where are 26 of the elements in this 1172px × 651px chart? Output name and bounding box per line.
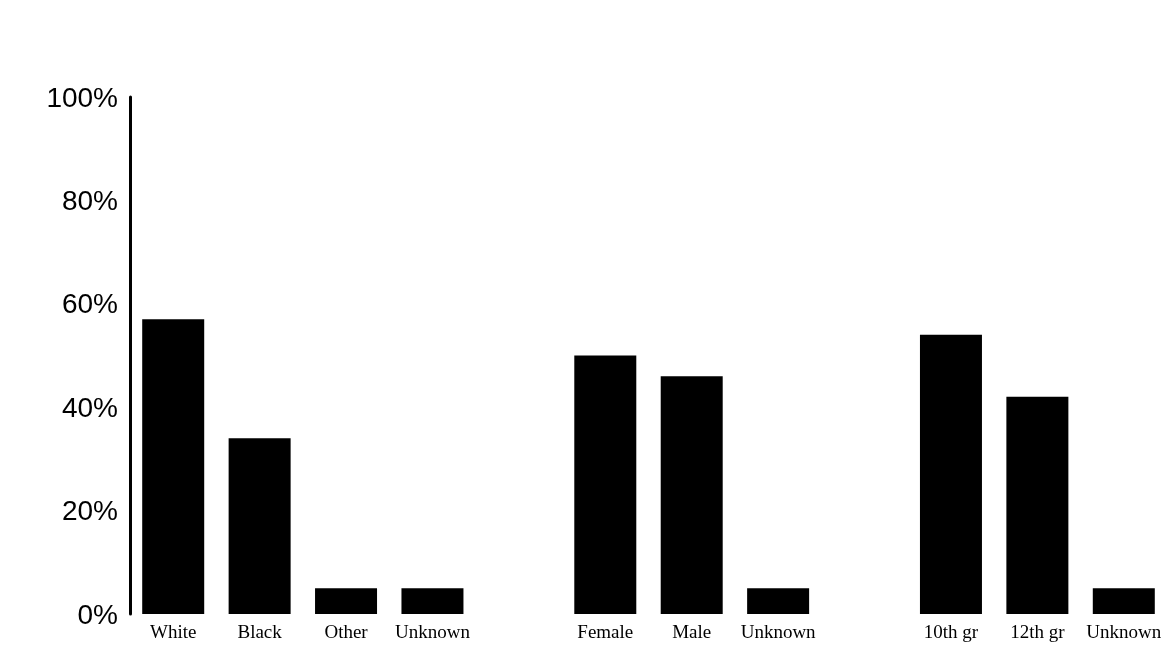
x-tick-label: White [149, 621, 197, 642]
x-tick-label: Unknown [740, 621, 817, 642]
y-tick-label: 40% [61, 391, 118, 423]
x-tick-label: Unknown [1086, 621, 1162, 642]
y-tick-label: 100% [46, 81, 118, 113]
x-tick-label: Other [324, 621, 369, 642]
y-tick-label: 60% [61, 288, 118, 320]
bar [660, 376, 723, 614]
bar [1092, 588, 1155, 614]
y-tick-label: 0% [77, 598, 118, 630]
x-tick-label: Unknown [394, 621, 471, 642]
x-tick-label: 10th gr [923, 621, 979, 642]
x-tick-label: Male [672, 621, 712, 642]
bar [574, 355, 637, 614]
bar [747, 588, 810, 614]
x-tick-label: Female [577, 621, 634, 642]
bar [228, 438, 291, 614]
bar [401, 588, 464, 614]
x-tick-label: Black [237, 621, 283, 642]
bar [919, 334, 982, 614]
y-tick-label: 80% [61, 184, 118, 216]
bar [1006, 396, 1069, 614]
y-tick-label: 20% [61, 495, 118, 527]
bar [315, 588, 378, 614]
x-tick-label: 12th gr [1010, 621, 1066, 642]
bar [142, 319, 205, 614]
